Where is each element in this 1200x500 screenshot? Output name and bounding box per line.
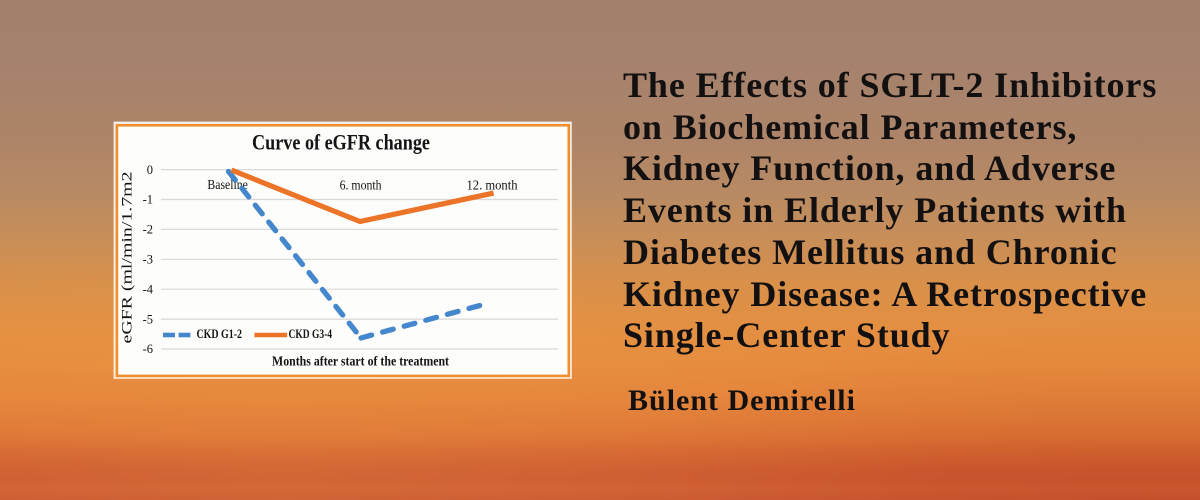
svg-text:Months after start of the trea: Months after start of the treatment (272, 355, 449, 370)
svg-text:-3: -3 (143, 253, 153, 267)
svg-text:-6: -6 (143, 342, 153, 356)
svg-text:6. month: 6. month (340, 179, 382, 194)
svg-text:12. month: 12. month (467, 179, 518, 194)
svg-text:0: 0 (147, 163, 153, 177)
svg-text:-5: -5 (143, 312, 153, 326)
svg-text:-4: -4 (143, 282, 154, 296)
svg-text:Curve of eGFR change: Curve of eGFR change (252, 129, 430, 154)
svg-text:-2: -2 (143, 223, 153, 237)
svg-text:Baseline: Baseline (207, 178, 248, 193)
svg-text:eGFR (ml/min/1.7m2: eGFR (ml/min/1.7m2 (118, 172, 135, 344)
svg-text:-1: -1 (143, 193, 153, 207)
svg-text:CKD G1-2: CKD G1-2 (197, 327, 243, 341)
svg-text:CKD G3-4: CKD G3-4 (289, 327, 333, 341)
